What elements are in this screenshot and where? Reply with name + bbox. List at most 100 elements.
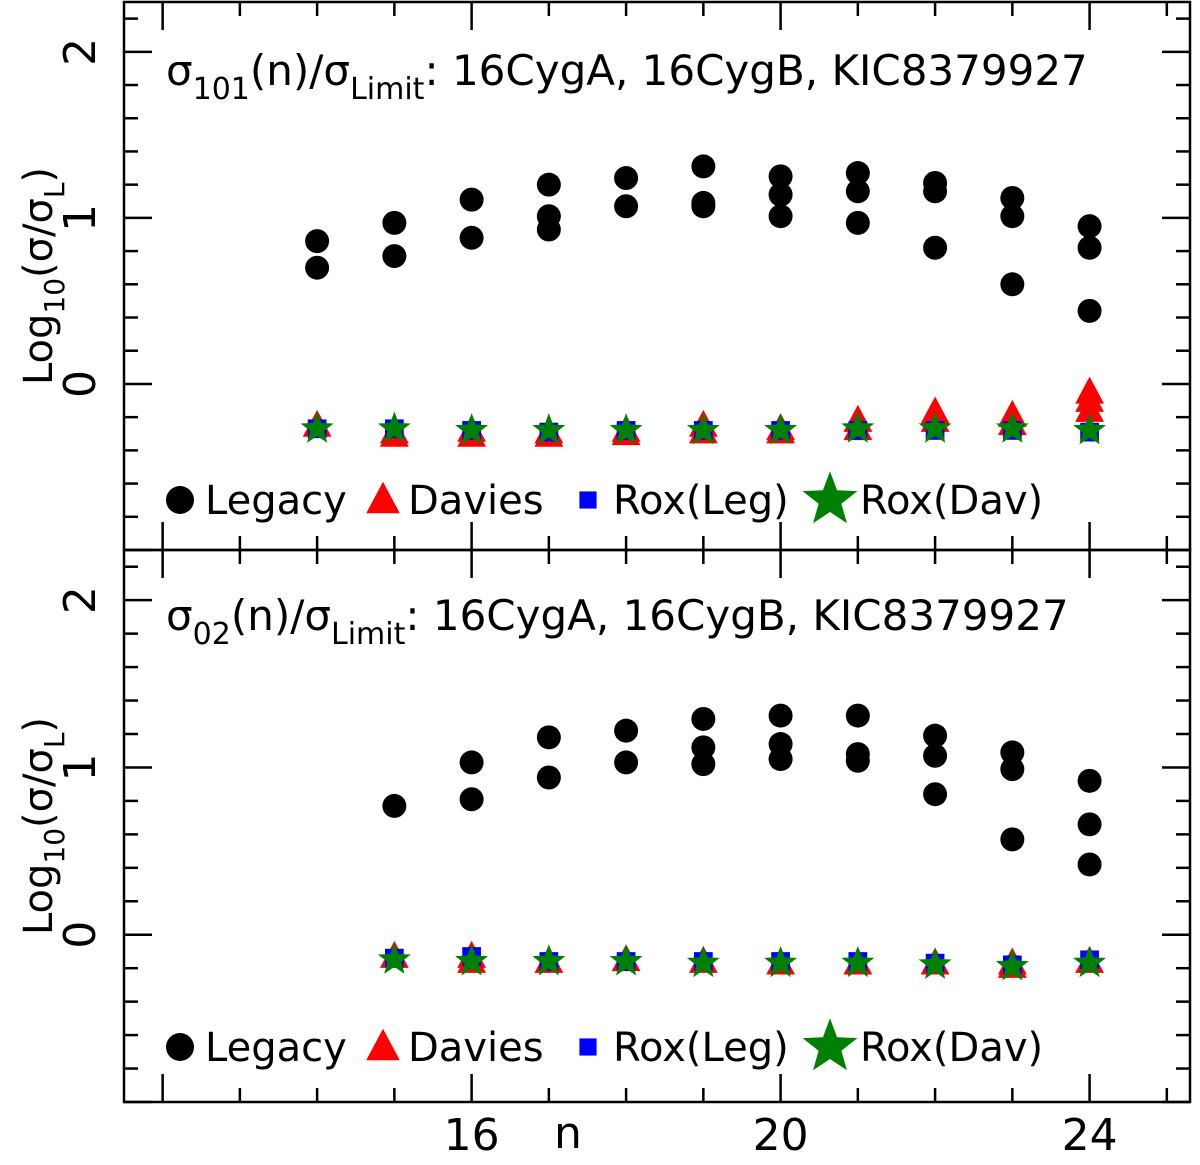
data-point-circle: [845, 179, 870, 204]
data-point-circle: [382, 793, 407, 818]
legend-marker-triangle: [366, 1028, 400, 1061]
data-point-circle: [923, 782, 948, 807]
panel-title-sub1: 101: [193, 72, 250, 107]
legend-label: Rox(Dav): [860, 1025, 1043, 1071]
data-point-circle: [1077, 235, 1102, 260]
y-tick-label: 0: [55, 370, 106, 398]
data-point-star: [377, 411, 411, 443]
legend-marker-triangle: [366, 481, 400, 514]
data-point-circle: [691, 706, 716, 731]
x-ticks: [161, 2, 1169, 550]
x-tick-label: 24: [1062, 1110, 1118, 1160]
data-point-star: [532, 944, 566, 976]
panel-title: σ02(n)/σLimit: 16CygA, 16CygB, KIC837992…: [166, 591, 1069, 652]
data-point-star: [764, 413, 798, 445]
data-point-circle: [536, 217, 561, 242]
data-point-circle: [1000, 185, 1025, 210]
panel-title-sub2: Limit: [331, 617, 406, 652]
data-point-circle: [459, 787, 484, 812]
legend-label: Davies: [408, 478, 544, 524]
data-point-circle: [768, 747, 793, 772]
panel-title-suffix: : 16CygA, 16CygB, KIC8379927: [405, 591, 1068, 640]
data-point-circle: [923, 743, 948, 768]
y-tick-label: 2: [55, 38, 106, 66]
data-point-circle: [614, 166, 639, 191]
y-axis-label-sub2: L: [38, 732, 71, 748]
data-point-circle: [305, 229, 330, 254]
data-point-circle: [459, 187, 484, 212]
data-point-star: [609, 944, 643, 976]
data-point-circle: [1077, 214, 1102, 239]
x-axis-label: n: [554, 1108, 582, 1159]
legend-marker-star: [802, 471, 858, 524]
data-point-circle: [382, 210, 407, 235]
panel-title-sub1: 02: [193, 617, 231, 652]
y-tick-label: 0: [55, 921, 106, 949]
plot-frame: [122, 548, 1192, 1104]
data-point-star: [841, 945, 875, 978]
y-ticks: [124, 17, 1190, 552]
panel-title-prefix: σ: [166, 591, 193, 640]
series-roxdav: [377, 942, 1107, 981]
data-point-star: [300, 411, 334, 443]
y-axis-label: Log10(σ/σL): [16, 167, 71, 385]
data-point-star: [609, 413, 643, 445]
data-point-circle: [923, 723, 948, 748]
data-point-circle: [1077, 298, 1102, 323]
data-point-star: [455, 413, 489, 445]
data-point-star: [1073, 413, 1107, 445]
data-point-circle: [923, 179, 948, 204]
data-point-circle: [691, 735, 716, 760]
data-point-circle: [1000, 827, 1025, 852]
data-point-circle: [845, 748, 870, 773]
data-point-circle: [536, 765, 561, 790]
data-point-circle: [691, 154, 716, 179]
legend-label: Davies: [408, 1025, 544, 1071]
data-point-circle: [459, 225, 484, 250]
legend-marker-square: [579, 491, 597, 509]
series-legacy: [305, 154, 1102, 323]
data-point-circle: [1000, 757, 1025, 782]
y-axis-label-mid: (σ/σ: [16, 748, 62, 828]
y-axis-label-sub1: 10: [38, 278, 71, 314]
panel-title-prefix: σ: [166, 46, 193, 95]
data-point-circle: [536, 172, 561, 197]
legend-label: Rox(Leg): [613, 478, 789, 524]
legend: Legacy Davies Rox(Leg) Rox(Dav): [166, 471, 1043, 524]
legend-marker-circle: [166, 486, 194, 514]
panel-title-mid: (n)/σ: [231, 591, 331, 640]
y-axis-label-suffix: ): [16, 717, 62, 733]
panel-title-mid: (n)/σ: [250, 46, 350, 95]
legend-label: Rox(Dav): [860, 478, 1043, 524]
data-point-star: [377, 942, 411, 974]
data-point-star: [532, 413, 566, 445]
data-point-star: [764, 945, 798, 978]
data-point-circle: [768, 204, 793, 229]
data-point-circle: [382, 244, 407, 269]
y-axis-label: Log10(σ/σL): [16, 717, 71, 935]
series-roxdav: [300, 411, 1107, 445]
data-point-star: [686, 413, 720, 445]
legend-marker-square: [579, 1038, 597, 1056]
data-point-star: [455, 944, 489, 976]
data-point-star: [995, 949, 1029, 981]
data-point-circle: [1077, 812, 1102, 837]
legend-marker-circle: [166, 1033, 194, 1061]
y-axis-label-sub1: 10: [38, 828, 71, 864]
data-point-circle: [845, 703, 870, 728]
data-point-circle: [768, 703, 793, 728]
panel-title-suffix: : 16CygA, 16CygB, KIC8379927: [424, 46, 1087, 95]
series-legacy: [382, 703, 1102, 877]
series-davies: [379, 940, 1104, 978]
panel-title-sub2: Limit: [350, 72, 425, 107]
data-point-star: [918, 411, 952, 443]
data-point-star: [918, 947, 952, 979]
data-point-circle: [845, 161, 870, 186]
legend-label: Legacy: [205, 478, 347, 524]
data-point-circle: [1077, 768, 1102, 793]
data-point-circle: [768, 182, 793, 207]
data-point-circle: [614, 194, 639, 219]
x-tick-label: 20: [753, 1110, 809, 1160]
